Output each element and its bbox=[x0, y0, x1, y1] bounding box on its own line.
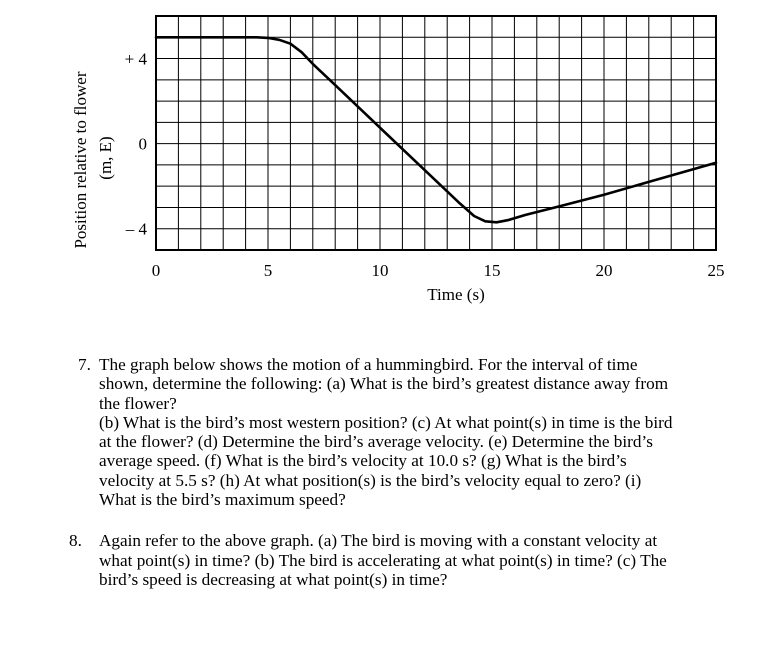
x-tick-label: 25 bbox=[708, 261, 725, 280]
y-tick-labels: + 4 0 – 4 bbox=[125, 50, 148, 239]
y-tick-label: 0 bbox=[139, 135, 148, 154]
question-line: bird’s speed is decreasing at what point… bbox=[99, 569, 448, 589]
position-time-graph: + 4 0 – 4 0 5 10 15 20 25 Time (s) Position rel… bbox=[71, 15, 725, 304]
x-tick-label: 5 bbox=[264, 261, 273, 280]
y-tick-label: + 4 bbox=[125, 50, 148, 69]
question-line: what point(s) in time? (b) The bird is a… bbox=[99, 550, 667, 570]
question-line: What is the bird’s maximum speed? bbox=[99, 490, 346, 510]
question-number: 7. bbox=[78, 355, 91, 374]
question-line: velocity at 5.5 s? (h) At what position(… bbox=[99, 470, 642, 490]
x-tick-label: 15 bbox=[484, 261, 501, 280]
x-tick-label: 0 bbox=[152, 261, 161, 280]
question-number: 8. bbox=[69, 531, 82, 551]
y-tick-label: – 4 bbox=[125, 220, 148, 239]
graph-grid bbox=[156, 16, 716, 250]
question-line: the flower? bbox=[99, 393, 177, 413]
y-axis-label-units: (m, E) bbox=[96, 136, 115, 179]
y-axis-label: Position relative to flower bbox=[71, 71, 90, 248]
question-line: shown, determine the following: (a) What… bbox=[99, 374, 669, 394]
x-axis-label: Time (s) bbox=[427, 285, 484, 304]
data-line bbox=[154, 36, 718, 224]
question-line: Again refer to the above graph. (a) The … bbox=[99, 531, 658, 551]
question-line: average speed. (f) What is the bird’s ve… bbox=[99, 451, 627, 471]
question-line: (b) What is the bird’s most western posi… bbox=[99, 412, 673, 432]
question-7: 7. The graph below shows the motion of a… bbox=[78, 355, 738, 509]
problem-set: 7. The graph below shows the motion of a… bbox=[69, 355, 738, 589]
question-line: at the flower? (d) Determine the bird’s … bbox=[99, 432, 653, 452]
graph-frame bbox=[155, 15, 717, 251]
x-tick-labels: 0 5 10 15 20 25 bbox=[152, 261, 725, 280]
x-tick-label: 20 bbox=[596, 261, 613, 280]
question-8: 8. Again refer to the above graph. (a) T… bbox=[69, 531, 738, 589]
x-tick-label: 10 bbox=[372, 261, 389, 280]
question-line: The graph below shows the motion of a hu… bbox=[99, 355, 638, 374]
